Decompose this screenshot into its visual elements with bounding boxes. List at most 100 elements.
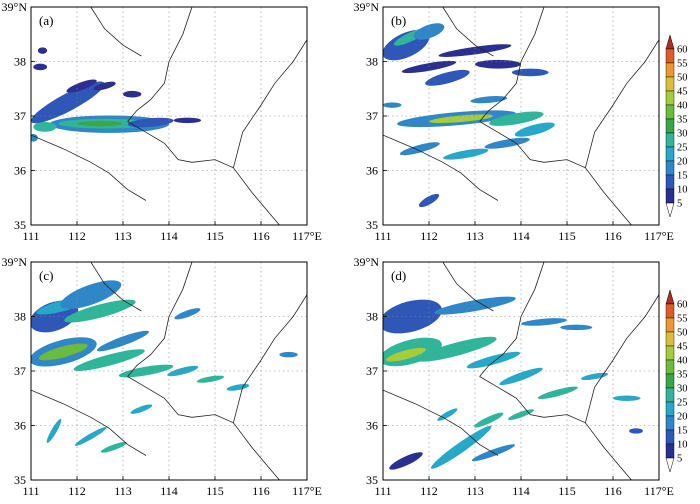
colorbar-swatch <box>665 160 675 176</box>
province-boundary <box>585 39 659 168</box>
x-tick-label: 116 <box>604 229 622 243</box>
echo-region <box>489 111 544 126</box>
province-boundary <box>191 159 280 225</box>
echo-region <box>123 90 142 98</box>
x-tick-label: 116 <box>252 484 270 498</box>
province-boundary <box>127 121 193 163</box>
echo-region <box>33 121 57 132</box>
y-tick-label-top: 39°N <box>2 0 28 14</box>
y-tick-label: 38 <box>366 55 378 69</box>
colorbar-swatch <box>665 317 675 333</box>
echo-region <box>466 351 521 369</box>
echo-region <box>629 428 643 434</box>
colorbar-swatch <box>665 443 675 459</box>
y-tick-label: 35 <box>366 218 378 232</box>
panel-b-map-area <box>383 7 659 225</box>
echo-region <box>97 330 149 352</box>
colorbar-swatch <box>665 331 675 347</box>
province-boundary <box>383 389 499 456</box>
echo-region <box>413 23 445 40</box>
colorbar-cap-top <box>665 34 675 50</box>
echo-region <box>474 412 504 428</box>
colorbar-cap-bottom <box>665 202 675 218</box>
colorbar-label: 5 <box>677 454 682 465</box>
x-tick-label-end: 117°E <box>644 484 674 498</box>
panels-layer: (a)111 112 113 114 115 116 117°E39°N38373635(b… <box>2 0 674 498</box>
province-boundary <box>191 414 280 480</box>
x-tick-label-end: 117°E <box>292 484 322 498</box>
colorbar-swatch <box>665 188 675 204</box>
y-tick-label: 35 <box>366 473 378 487</box>
echo-region <box>64 299 136 323</box>
colorbar-label: 50 <box>677 73 688 84</box>
province-boundary <box>127 262 193 377</box>
province-boundary <box>543 159 632 225</box>
y-tick-label: 36 <box>366 419 378 433</box>
province-boundary <box>383 134 499 201</box>
colorbar-label: 60 <box>677 300 688 311</box>
echo-region <box>418 193 440 208</box>
y-tick-label: 35 <box>14 473 26 487</box>
colorbar-label: 30 <box>677 384 688 395</box>
echo-region <box>127 117 174 128</box>
colorbar-label: 55 <box>677 59 688 70</box>
echo-region <box>399 142 440 156</box>
province-boundary <box>127 376 193 418</box>
x-tick-label: 112 <box>68 229 86 243</box>
colorbar-label: 40 <box>677 356 688 367</box>
echo-region <box>443 148 489 160</box>
province-boundary <box>233 294 307 423</box>
echo-region <box>383 102 402 108</box>
echo-region <box>437 408 458 421</box>
province-boundary <box>90 262 142 312</box>
colorbar-label: 45 <box>677 342 688 353</box>
colorbar-label: 20 <box>677 412 688 423</box>
y-tick-label: 38 <box>14 310 26 324</box>
province-boundary <box>479 121 545 163</box>
echo-region <box>46 418 62 443</box>
colorbar-swatch <box>665 401 675 417</box>
x-tick-label: 113 <box>466 229 484 243</box>
echo-region <box>499 367 543 386</box>
x-tick-label: 116 <box>252 229 270 243</box>
echo-region <box>438 44 512 57</box>
echo-region <box>33 63 48 71</box>
echo-region <box>389 452 423 470</box>
echo-region <box>613 395 641 401</box>
echo-region <box>226 384 250 391</box>
colorbar-label: 5 <box>677 199 682 210</box>
panel-label: (c) <box>39 268 53 283</box>
x-tick-label: 113 <box>466 484 484 498</box>
echo-region <box>385 347 427 362</box>
colorbar-swatch <box>665 303 675 319</box>
y-tick-label: 38 <box>14 55 26 69</box>
colorbar-label: 60 <box>677 45 688 56</box>
x-tick-label: 115 <box>558 484 576 498</box>
x-tick-label: 112 <box>420 484 438 498</box>
echo-region <box>31 81 105 124</box>
colorbar-label: 55 <box>677 314 688 325</box>
province-boundary <box>479 7 545 122</box>
echo-region <box>73 349 145 371</box>
echo-region <box>279 351 298 358</box>
colorbar-label: 25 <box>677 398 688 409</box>
colorbar-swatch <box>665 76 675 92</box>
x-tick-label: 114 <box>512 484 530 498</box>
colorbar-label: 40 <box>677 101 688 112</box>
province-boundary <box>543 414 632 480</box>
echo-region <box>100 441 127 453</box>
echo-region <box>118 364 174 378</box>
x-tick-label: 116 <box>604 484 622 498</box>
colorbar: 60 55 50 45 40 35 30 25 20 15 10 5 <box>665 34 688 218</box>
x-tick-label: 113 <box>114 484 132 498</box>
x-tick-label-end: 117°E <box>292 229 322 243</box>
colorbar-label: 20 <box>677 157 688 168</box>
echo-region <box>537 386 578 400</box>
panel-a: (a) 111 112 113 114 115 116 117°E 39°N 38 37 36 35 <box>2 0 322 243</box>
echo-region <box>60 280 122 310</box>
province-boundary <box>479 262 545 377</box>
x-tick-label: 115 <box>206 484 224 498</box>
province-boundary <box>233 39 307 168</box>
colorbar-swatch <box>665 90 675 106</box>
